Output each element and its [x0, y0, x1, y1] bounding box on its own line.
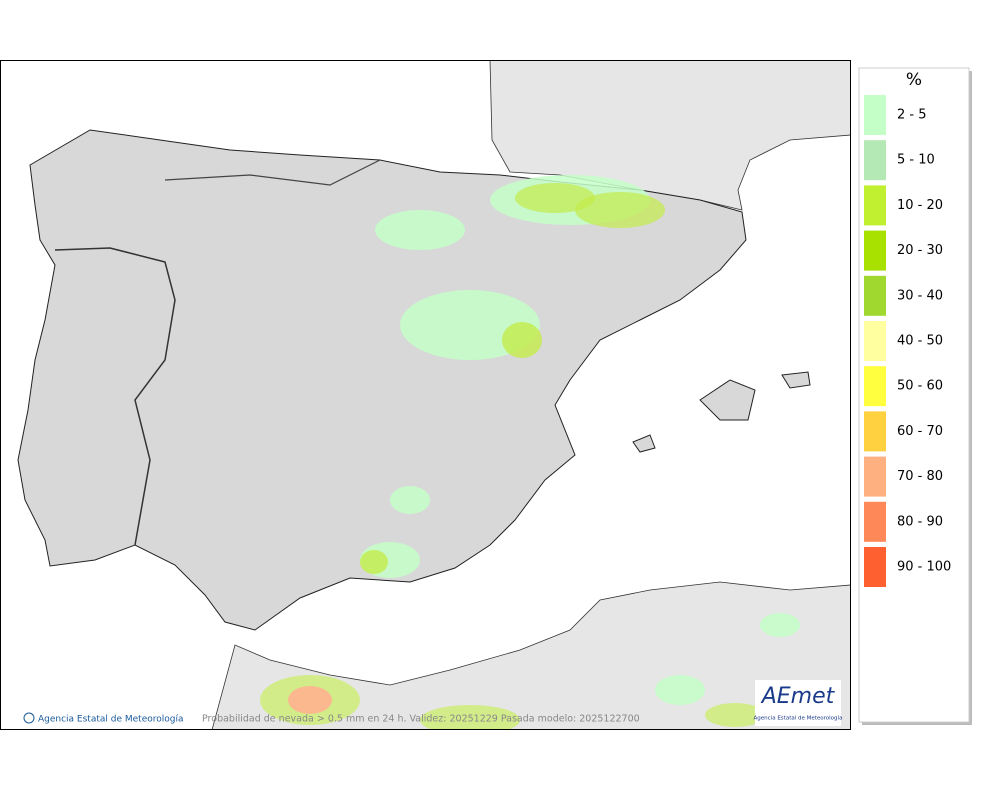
legend-label: 80 - 90 — [897, 514, 943, 529]
legend-title: % — [906, 70, 922, 90]
menorca — [781, 371, 811, 389]
portugal-border — [54, 247, 176, 546]
map-frame — [0, 60, 851, 730]
legend-label: 30 - 40 — [897, 288, 943, 303]
legend-swatch — [864, 547, 886, 587]
snow-probability — [260, 175, 800, 729]
logo: AEmet — [760, 684, 836, 709]
copyright-icon — [23, 712, 35, 724]
legend-swatch — [864, 501, 886, 542]
legend-swatch — [864, 321, 886, 361]
legend-label: 40 - 50 — [897, 334, 943, 349]
legend-label: 70 - 80 — [897, 469, 943, 484]
legend-swatch — [864, 140, 886, 181]
legend-label: 60 - 70 — [897, 424, 943, 439]
france — [489, 61, 850, 211]
credit: Agencia Estatal de Meteorología — [38, 715, 184, 725]
logo-subtitle: Agencia Estatal de Meteorología — [754, 715, 843, 722]
legend-items: 2 - 5 5 - 10 10 - 20 20 - 30 30 - 40 40 - 50 5… — [864, 95, 951, 587]
legend-swatch — [864, 230, 886, 271]
map — [1, 61, 850, 729]
legend-swatch — [864, 275, 886, 316]
legend-swatch — [864, 456, 886, 497]
legend-swatch — [864, 411, 886, 452]
logo-box — [755, 680, 841, 726]
legend-label: 10 - 20 — [897, 198, 943, 213]
legend-swatch — [864, 95, 886, 135]
legend-swatch — [864, 185, 886, 226]
legend-label: 50 - 60 — [897, 379, 943, 394]
legend-label: 90 - 100 — [897, 560, 951, 575]
caption: Probabilidad de nevada > 0.5 mm en 24 h.… — [202, 714, 640, 725]
legend-label: 5 - 10 — [897, 153, 935, 168]
region-border — [164, 159, 381, 186]
legend-swatch — [864, 366, 886, 407]
ibiza — [632, 434, 656, 453]
legend-label: 2 - 5 — [897, 108, 927, 123]
iberia — [17, 129, 747, 631]
legend-label: 20 - 30 — [897, 243, 943, 258]
mallorca — [699, 379, 756, 421]
